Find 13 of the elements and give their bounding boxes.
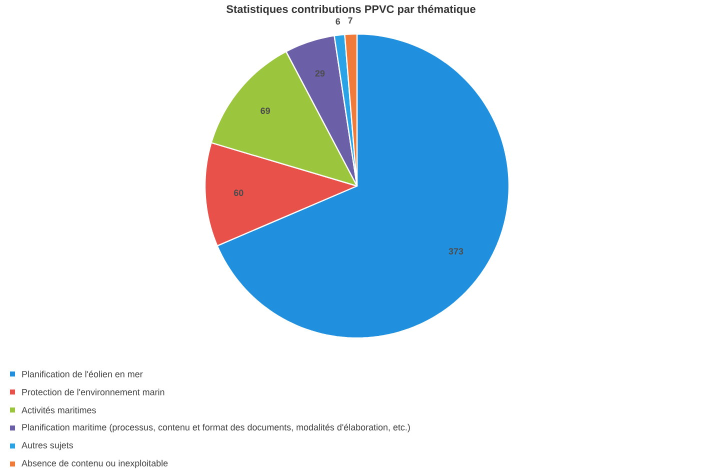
legend-label: Planification de l'éolien en mer xyxy=(22,370,143,378)
legend-label: Planification maritime (processus, contenu et format des documents, modalités d'élaboration, etc.) xyxy=(22,424,410,432)
legend-label: Protection de l'environnement marin xyxy=(22,388,164,396)
chart-title: Statistiques contributions PPVC par thématique xyxy=(226,4,476,16)
data-label: 373 xyxy=(448,248,464,254)
legend-label: Autres sujets xyxy=(22,442,74,450)
data-label: 29 xyxy=(315,70,325,77)
legend-label: Activités maritimes xyxy=(22,406,96,414)
data-label: 69 xyxy=(260,108,270,114)
legend-label: Absence de contenu ou inexploitable xyxy=(22,460,168,468)
data-label: 7 xyxy=(348,17,352,24)
data-label: 6 xyxy=(336,18,340,25)
data-label: 60 xyxy=(234,190,244,196)
